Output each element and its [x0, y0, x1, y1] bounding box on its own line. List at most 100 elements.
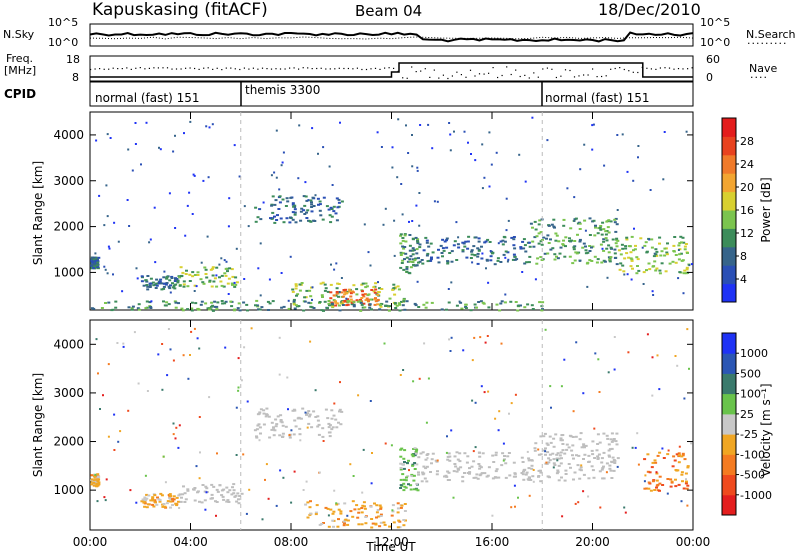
- scatter-cell: [564, 469, 568, 472]
- scatter-cell: [480, 385, 483, 388]
- scatter-cell: [686, 504, 689, 507]
- scatter-cell: [201, 281, 205, 284]
- scatter-cell: [280, 272, 283, 274]
- scatter-cell: [343, 293, 347, 296]
- scatter-cell: [471, 359, 474, 362]
- scatter-cell: [127, 148, 130, 151]
- scatter-cell: [402, 524, 406, 527]
- scatter-cell: [391, 288, 395, 291]
- scatter-cell: [329, 206, 333, 209]
- scatter-cell: [93, 475, 96, 478]
- scatter-cell: [177, 275, 181, 278]
- cpid-panel-frame: [89, 81, 694, 107]
- scatter-cell: [579, 469, 583, 472]
- scatter-cell: [291, 288, 295, 291]
- colorbar-frame: [721, 332, 737, 516]
- scatter-cell: [193, 284, 197, 287]
- scatter-cell: [678, 253, 682, 256]
- scatter-cell: [636, 258, 640, 261]
- scatter-cell: [176, 281, 180, 284]
- x-tick-label: 00:00: [676, 535, 711, 549]
- scatter-cell: [196, 307, 200, 310]
- scatter-cell: [117, 240, 120, 243]
- scatter-cell: [675, 453, 679, 456]
- scatter-cell: [272, 428, 276, 431]
- scatter-cell: [573, 196, 576, 199]
- scatter-cell: [453, 130, 455, 133]
- scatter-cell: [532, 469, 535, 471]
- scatter-cell: [330, 302, 334, 305]
- scatter-cell: [163, 270, 166, 273]
- scatter-cell: [564, 473, 568, 475]
- scatter-cell: [424, 306, 428, 309]
- scatter-cell: [655, 471, 658, 474]
- scatter-cell: [182, 354, 185, 357]
- scatter-cell: [575, 454, 578, 457]
- scatter-cell: [328, 431, 332, 434]
- scatter-cell: [122, 345, 125, 348]
- scatter-cell: [161, 343, 164, 345]
- scatter-cell: [237, 389, 240, 392]
- scatter-cell: [417, 306, 421, 308]
- scatter-cell: [578, 238, 582, 241]
- scatter-cell: [242, 301, 246, 304]
- scatter-cell: [407, 152, 410, 154]
- scatter-cell: [459, 466, 463, 469]
- scatter-cell: [141, 498, 145, 501]
- scatter-cell: [323, 289, 327, 292]
- scatter-cell: [468, 467, 471, 470]
- x-tick-label: 12:00: [374, 535, 409, 549]
- scatter-cell: [607, 371, 610, 374]
- scatter-cell: [146, 285, 150, 288]
- scatter-cell: [96, 261, 100, 264]
- scatter-cell: [539, 471, 543, 474]
- scatter-cell: [360, 303, 364, 306]
- scatter-cell: [399, 487, 403, 489]
- scatter-cell: [658, 242, 661, 245]
- scatter-cell: [107, 435, 110, 438]
- scatter-cell: [549, 385, 552, 388]
- scatter-cell: [486, 238, 490, 241]
- scatter-cell: [235, 281, 239, 284]
- scatter-cell: [349, 463, 352, 466]
- scatter-cell: [131, 169, 134, 172]
- scatter-cell: [225, 500, 229, 503]
- scatter-cell: [387, 309, 391, 312]
- scatter-cell: [182, 283, 186, 286]
- scatter-cell: [440, 252, 444, 254]
- scatter-cell: [605, 220, 609, 223]
- scatter-cell: [137, 303, 141, 306]
- scatter-cell: [355, 288, 359, 291]
- scatter-cell: [609, 256, 613, 259]
- freq-tick-low: 8: [72, 71, 79, 84]
- scatter-cell: [331, 305, 335, 308]
- scatter-cell: [317, 423, 321, 426]
- scatter-cell: [403, 461, 406, 463]
- scatter-cell: [148, 301, 152, 304]
- colorbar-tick-label: -1000: [740, 489, 772, 502]
- scatter-cell: [522, 469, 526, 471]
- scatter-cell: [97, 481, 101, 484]
- scatter-cell: [135, 501, 138, 504]
- scatter-cell: [121, 290, 124, 293]
- nave-dot: [677, 68, 680, 70]
- scatter-cell: [210, 301, 214, 304]
- scatter-cell: [584, 249, 588, 252]
- scatter-cell: [422, 465, 426, 468]
- scatter-cell: [639, 237, 643, 240]
- scatter-cell: [521, 473, 525, 476]
- scatter-cell: [240, 492, 244, 495]
- scatter-cell: [612, 438, 616, 440]
- scatter-cell: [259, 218, 263, 221]
- scatter-cell: [351, 515, 355, 518]
- scatter-cell: [602, 240, 606, 243]
- scatter-cell: [330, 409, 334, 412]
- scatter-cell: [145, 497, 149, 500]
- scatter-cell: [186, 308, 190, 311]
- scatter-cell: [342, 524, 346, 527]
- scatter-cell: [664, 270, 668, 273]
- scatter-cell: [510, 402, 513, 405]
- scatter-cell: [573, 471, 577, 474]
- scatter-cell: [397, 288, 401, 291]
- scatter-cell: [238, 175, 241, 178]
